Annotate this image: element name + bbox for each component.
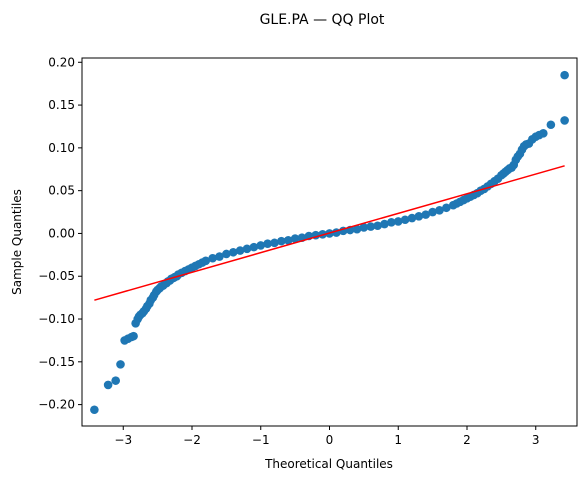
data-point xyxy=(263,239,272,249)
data-point xyxy=(546,120,556,130)
reference-line xyxy=(94,165,565,301)
y-tick-label: 0.05 xyxy=(48,184,75,198)
y-axis-label: Sample Quantiles xyxy=(10,189,24,295)
y-axis: −0.20 −0.15 −0.10 −0.05 0.00 0.05 0.10 0.15 0.20 xyxy=(38,55,82,412)
y-tick-label: −0.10 xyxy=(38,312,75,326)
y-tick-label: −0.05 xyxy=(38,269,75,283)
x-tick-label: −1 xyxy=(252,433,270,447)
data-point xyxy=(208,253,217,263)
data-point xyxy=(235,246,245,255)
data-point xyxy=(393,217,403,226)
data-point xyxy=(201,256,211,266)
x-tick-label: 2 xyxy=(463,433,471,447)
plot-area xyxy=(90,70,569,415)
data-point xyxy=(428,207,437,217)
x-tick-label: 1 xyxy=(394,433,402,447)
data-point xyxy=(256,241,266,250)
data-point xyxy=(290,234,300,243)
data-point xyxy=(111,376,120,385)
data-point xyxy=(442,203,451,213)
data-point xyxy=(373,221,382,231)
y-tick-label: 0.20 xyxy=(48,55,75,69)
data-point xyxy=(359,223,369,232)
x-tick-label: −3 xyxy=(114,433,132,447)
data-point xyxy=(222,249,231,259)
data-point xyxy=(407,213,417,223)
data-point xyxy=(277,236,286,246)
data-point xyxy=(228,247,238,257)
data-point xyxy=(366,222,376,231)
data-point xyxy=(539,129,548,138)
data-point xyxy=(421,210,431,219)
data-point xyxy=(414,212,424,221)
data-point xyxy=(380,219,389,229)
x-tick-label: 0 xyxy=(326,433,334,447)
y-tick-label: 0.10 xyxy=(48,141,75,155)
data-point-outlier xyxy=(560,70,569,80)
chart-title: GLE.PA — QQ Plot xyxy=(260,12,385,28)
y-tick-label: −0.20 xyxy=(38,398,75,412)
data-point xyxy=(400,215,410,225)
data-point xyxy=(387,218,396,227)
x-axis: −3 −2 −1 0 1 2 3 xyxy=(114,426,540,447)
y-tick-label: 0.00 xyxy=(48,226,75,240)
x-tick-label: 3 xyxy=(532,433,540,447)
data-point xyxy=(103,380,113,390)
data-point xyxy=(435,206,444,215)
data-point xyxy=(560,116,569,125)
data-point xyxy=(129,331,138,341)
data-point xyxy=(116,360,125,369)
x-tick-label: −2 xyxy=(183,433,201,447)
data-point xyxy=(215,252,224,261)
data-point xyxy=(242,244,252,254)
data-point xyxy=(352,224,362,234)
y-tick-label: 0.15 xyxy=(48,98,75,112)
data-point xyxy=(90,405,99,415)
data-point xyxy=(249,242,259,252)
data-point xyxy=(270,238,279,248)
x-axis-label: Theoretical Quantiles xyxy=(264,457,393,471)
y-tick-label: −0.15 xyxy=(38,355,75,369)
data-point xyxy=(283,235,293,245)
